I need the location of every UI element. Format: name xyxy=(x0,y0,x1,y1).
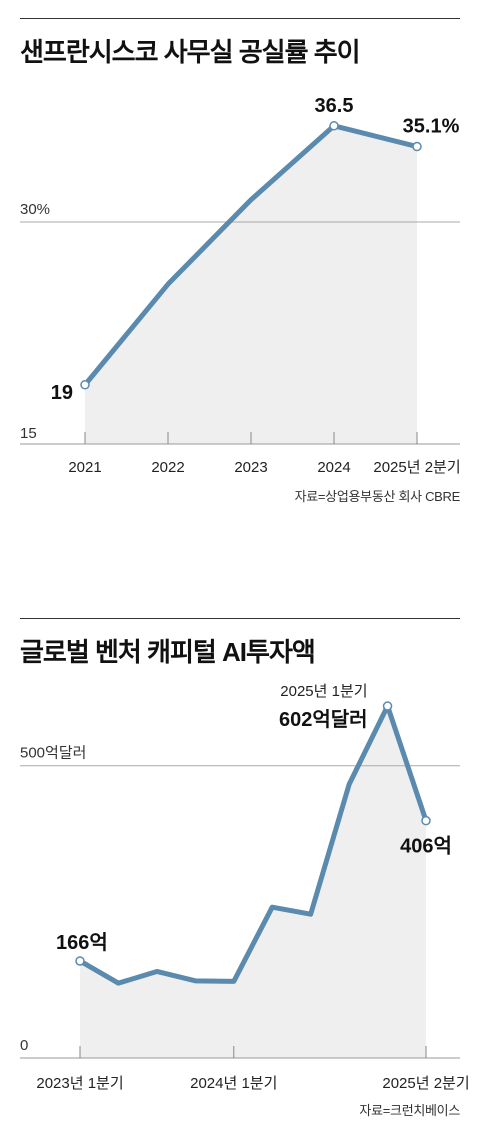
top-rule xyxy=(20,18,460,19)
chart-title: 글로벌 벤처 캐피털 AI투자액 xyxy=(20,637,316,667)
chart-panel-vacancy: 샌프란시스코 사무실 공실률 추이 30% 15 2021 2022 2023 2024 2… xyxy=(0,18,480,518)
y-base-label: 0 xyxy=(20,1037,28,1054)
x-tick-label: 2024년 1분기 xyxy=(190,1075,277,1092)
chart-title: 샌프란시스코 사무실 공실률 추이 xyxy=(20,37,361,67)
gridline-label: 500억달러 xyxy=(20,745,86,762)
top-rule xyxy=(20,618,460,619)
series-line xyxy=(82,123,420,388)
data-label: 166억 xyxy=(56,931,108,954)
area-fill xyxy=(80,706,426,1058)
series-line xyxy=(77,703,429,986)
data-label: 36.5 xyxy=(315,95,354,117)
data-point xyxy=(412,141,422,152)
x-tick-label: 2021 xyxy=(68,459,101,476)
source-note: 자료=크런치베이스 xyxy=(359,1103,460,1118)
x-tick-label: 2025년 2분기 xyxy=(373,459,460,476)
data-point xyxy=(75,956,85,966)
ai-investment-chart: 500억달러 0 2023년 1분기 2024년 1분기 2025년 2분기 166억 60… xyxy=(20,683,470,1092)
data-sublabel: 2025년 1분기 xyxy=(280,683,367,700)
data-label: 406억 xyxy=(400,835,452,858)
area-fill xyxy=(85,125,417,445)
vacancy-rate-chart: 30% 15 2021 2022 2023 2024 2025년 2분기 19 36.5 35.1… xyxy=(20,95,461,476)
data-point xyxy=(421,815,431,826)
data-label: 35.1% xyxy=(403,116,460,138)
data-point xyxy=(329,121,339,131)
x-tick-label: 2022 xyxy=(151,459,184,476)
gridline-label: 30% xyxy=(20,201,50,218)
data-point xyxy=(382,701,393,711)
data-point xyxy=(80,380,90,390)
chart-panel-ai-investment: 글로벌 벤처 캐피털 AI투자액 500억달러 0 2023년 1분기 2024년 1… xyxy=(0,618,480,1136)
x-tick-label: 2023년 1분기 xyxy=(36,1075,123,1092)
data-label: 602억달러 xyxy=(279,708,368,731)
source-note: 자료=상업용부동산 회사 CBRE xyxy=(294,489,461,504)
data-label: 19 xyxy=(51,382,73,404)
x-tick-label: 2023 xyxy=(234,459,267,476)
y-base-label: 15 xyxy=(20,425,37,442)
x-tick-label: 2024 xyxy=(317,459,350,476)
x-tick-label: 2025년 2분기 xyxy=(382,1075,469,1092)
